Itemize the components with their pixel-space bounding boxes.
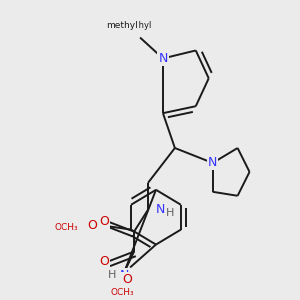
Text: O: O	[122, 273, 132, 286]
Text: N: N	[158, 52, 168, 65]
Text: OCH₃: OCH₃	[55, 223, 78, 232]
Text: OCH₃: OCH₃	[110, 288, 134, 297]
Text: N: N	[208, 156, 218, 170]
Text: methyl: methyl	[106, 21, 138, 30]
Text: H: H	[166, 208, 174, 218]
Text: O: O	[99, 215, 109, 228]
Text: methyl: methyl	[122, 21, 152, 30]
Text: O: O	[87, 219, 97, 232]
Text: O: O	[99, 255, 109, 268]
Text: N: N	[119, 269, 129, 282]
Text: H: H	[108, 270, 116, 280]
Text: N: N	[155, 203, 165, 216]
